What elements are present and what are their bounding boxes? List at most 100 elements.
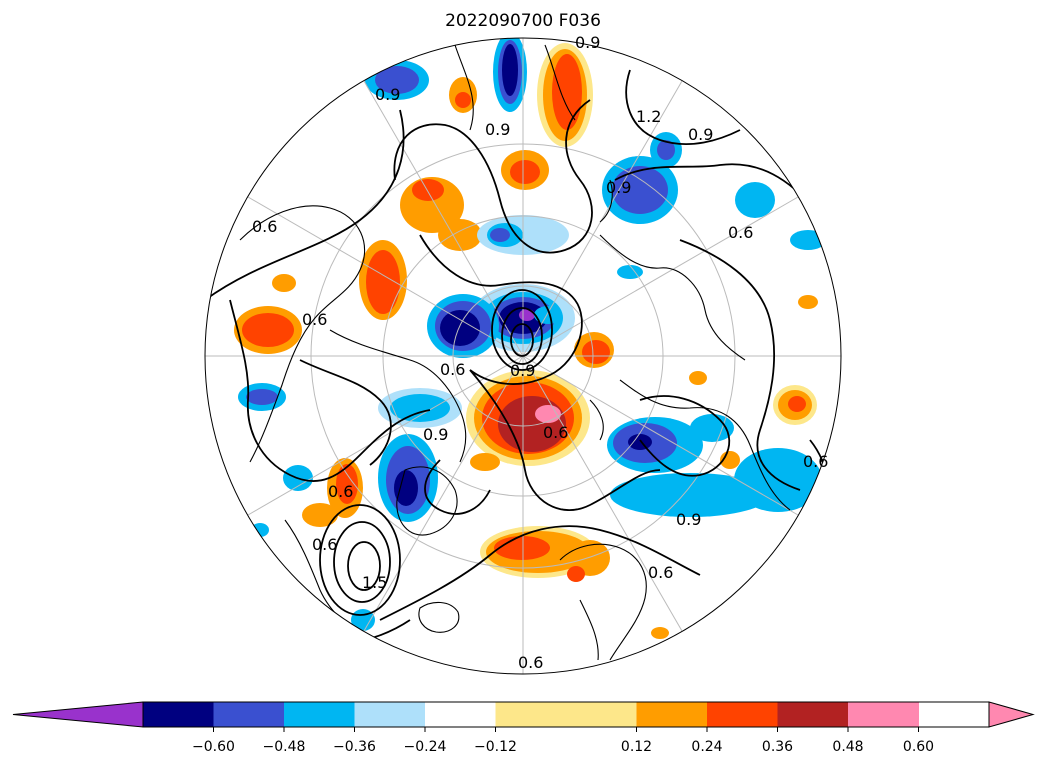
colorbar-tick-label: −0.24	[404, 739, 447, 755]
contour-labels: 0.9 0.9 0.9 1.2 0.9 0.9 0.6 0.6 0.6 0.9 …	[252, 33, 828, 672]
contour-lines	[205, 69, 830, 645]
contour-line	[419, 234, 583, 385]
anomaly-patch	[272, 274, 296, 292]
contour-label: 0.9	[676, 510, 701, 529]
coastline-alaska	[454, 44, 576, 131]
contour-line	[205, 109, 405, 301]
colorbar-bin	[777, 702, 849, 727]
chart-title: 2022090700 F036	[445, 11, 601, 31]
anomaly-patch	[651, 627, 669, 639]
contour-line	[469, 369, 661, 511]
contour-line	[679, 239, 801, 491]
anomaly-patch	[798, 295, 818, 309]
colorbar-bin	[213, 702, 285, 727]
anomaly-patch	[689, 371, 707, 385]
colorbar-frame	[142, 701, 990, 728]
colorbar-tick-label: −0.48	[263, 739, 306, 755]
anomaly-patch	[610, 473, 770, 517]
anomaly-patch	[455, 92, 471, 108]
anomaly-patch	[502, 44, 518, 96]
map-boundary	[204, 37, 842, 675]
coastline-north-america	[239, 205, 366, 463]
colorbar-bin	[495, 702, 637, 727]
colorbar-bin	[848, 702, 919, 727]
meridian	[522, 80, 683, 357]
coastline-siberia	[619, 379, 791, 511]
colorbar-bins	[143, 702, 919, 727]
anomaly-patch	[494, 536, 550, 560]
contour-label: 0.9	[375, 85, 400, 104]
colorbar-bin	[636, 702, 708, 727]
anomaly-patch	[690, 414, 734, 442]
contour-line	[229, 299, 431, 482]
anomaly-patch	[394, 470, 418, 506]
contour-line	[491, 289, 553, 371]
colorbar: −0.60 −0.48 −0.36 −0.24 −0.12 0.12 0.24 0.36 0.4…	[12, 701, 1035, 755]
coastline-iceland	[418, 601, 460, 633]
contour-label: 0.9	[606, 178, 631, 197]
colorbar-bin	[707, 702, 778, 727]
colorbar-bin	[143, 702, 214, 727]
contour-label: 0.6	[648, 563, 673, 582]
colorbar-tick-label: 0.36	[762, 739, 793, 755]
anomaly-patch	[302, 503, 338, 527]
anomaly-patch	[440, 310, 480, 346]
anomaly-patch	[552, 54, 582, 130]
contour-line	[501, 307, 543, 365]
contour-label: 0.6	[440, 360, 465, 379]
anomaly-patch	[519, 309, 535, 321]
contour-label: 0.9	[688, 125, 713, 144]
coastline-norway	[579, 599, 599, 661]
contour-label: 0.6	[302, 310, 327, 329]
colorbar-under-arrow	[12, 701, 144, 728]
colorbar-tick-label: 0.24	[691, 739, 722, 755]
contour-line	[393, 99, 593, 254]
coastline-svalbard	[589, 399, 604, 441]
anomaly-patch	[534, 306, 562, 324]
contour-line	[347, 541, 381, 591]
colorbar-tick-label: −0.36	[333, 739, 376, 755]
coastline-scandinavia	[559, 543, 647, 661]
colorbar-bin	[354, 702, 426, 727]
contour-line	[299, 359, 392, 466]
contour-label: 0.9	[575, 33, 600, 52]
anomaly-patch	[438, 219, 482, 251]
colorbar-ticks: −0.60 −0.48 −0.36 −0.24 −0.12 0.12 0.24 0.36 0.4…	[192, 727, 934, 755]
colorbar-tick-label: −0.60	[192, 739, 235, 755]
contour-label: 0.6	[312, 535, 337, 554]
contour-line	[510, 323, 534, 357]
meridian	[522, 355, 683, 632]
contour-line	[333, 521, 391, 603]
colorbar-tick-label: 0.48	[832, 739, 863, 755]
anomaly-patch	[390, 394, 450, 422]
anomaly-patch	[336, 464, 358, 504]
contour-label: 0.9	[423, 425, 448, 444]
anomaly-patch	[470, 453, 500, 471]
meridian	[247, 355, 524, 516]
anomaly-patch	[375, 66, 419, 94]
anomaly-patch	[242, 313, 294, 347]
contour-line	[639, 395, 731, 477]
colorbar-tick-label: 0.12	[621, 739, 652, 755]
contour-line	[379, 525, 701, 621]
meridian	[522, 196, 799, 357]
contour-line	[625, 69, 741, 146]
colorbar-bin	[425, 702, 496, 727]
contour-label: 0.6	[803, 452, 828, 471]
anomaly-patch	[735, 182, 775, 218]
anomaly-patch	[657, 140, 675, 160]
coastline-chukotka	[599, 179, 613, 223]
anomaly-patch	[788, 396, 806, 412]
coastline-arctic-archipelago	[329, 329, 467, 463]
map-panel: 0.9 0.9 0.9 1.2 0.9 0.9 0.6 0.6 0.6 0.9 …	[204, 33, 842, 675]
anomaly-patch	[490, 228, 510, 242]
colorbar-tick-label: 0.60	[903, 739, 934, 755]
meridian	[363, 355, 524, 632]
anomaly-patch	[628, 434, 652, 450]
graticule	[205, 38, 841, 674]
anomaly-patch	[582, 340, 610, 364]
anomaly-patch	[412, 179, 444, 201]
contour-label: 1.5	[362, 573, 387, 592]
contour-label: 1.2	[636, 107, 661, 126]
